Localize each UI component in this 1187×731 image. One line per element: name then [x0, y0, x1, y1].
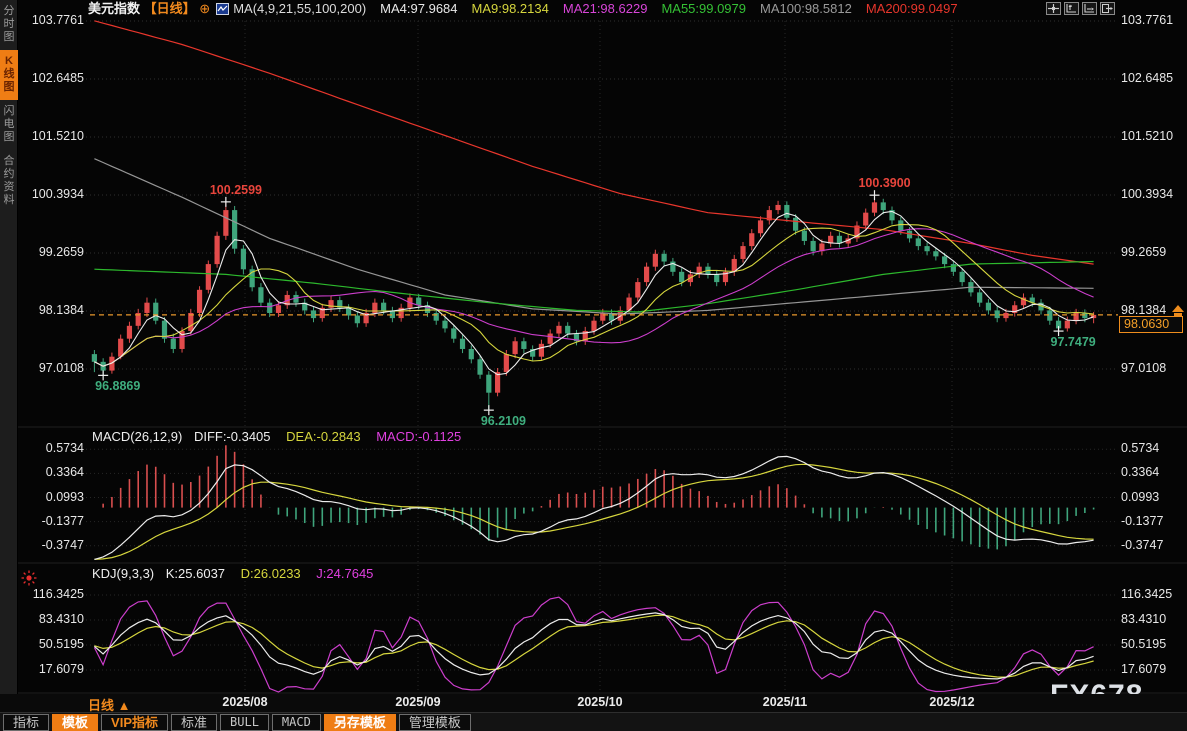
- axis-tick-label: 97.0108: [1121, 360, 1167, 375]
- ma-settings-label[interactable]: MA(4,9,21,55,100,200): [233, 1, 367, 16]
- axis-tick-label: 103.7761: [1121, 13, 1174, 27]
- date-axis-row: 日线 ▲ 2025/08 2025/09 2025/10 2025/11 2025/12: [0, 694, 1187, 713]
- price-extreme-label: 100.3900: [858, 176, 911, 191]
- axis-tick-label: 116.3425: [32, 587, 84, 601]
- axis-tick-label: 50.5195: [38, 637, 84, 651]
- axis-tick-label: 0.3364: [1121, 465, 1160, 480]
- axis-tick-label: 98.1384: [38, 302, 84, 317]
- axis-tick-label: 99.2659: [1121, 244, 1167, 259]
- sidebar-tab-item[interactable]: 分时图: [3, 5, 15, 43]
- fit-vertical-icon[interactable]: [1064, 2, 1079, 15]
- price-extreme-label: 100.2599: [209, 182, 262, 197]
- axis-tick-label: -0.1377: [41, 513, 84, 528]
- toolbar-item[interactable]: 另存模板: [323, 713, 396, 731]
- axis-tick-label: 0.3364: [45, 465, 84, 480]
- axis-tick-label: 99.2659: [38, 244, 84, 259]
- date-tick-label: 2025/09: [395, 695, 441, 709]
- axis-tick-label: -0.1377: [1121, 513, 1164, 528]
- kdj-d-readout: D:26.0233: [240, 566, 301, 581]
- axis-tick-label: 102.6485: [31, 71, 84, 85]
- ma-readout: MA200:99.0497: [865, 1, 958, 16]
- ma-readout: MA4:97.9684: [380, 1, 458, 16]
- toolbar-item[interactable]: MACD: [271, 713, 321, 731]
- fit-horizontal-icon[interactable]: [1082, 2, 1097, 15]
- macd-panel-header: MACD(26,12,9) DIFF:-0.3405 DEA:-0.2843 M…: [92, 429, 461, 444]
- price-extreme-label: 96.8869: [95, 379, 141, 394]
- window-controls: [1046, 2, 1115, 15]
- kdj-j-readout: J:24.7645: [316, 566, 374, 581]
- ma-readout: MA55:99.0979: [661, 1, 747, 16]
- axis-tick-label: -0.3747: [41, 537, 84, 552]
- axis-tick-label: 83.4310: [1121, 612, 1167, 626]
- axis-tick-label: 102.6485: [1121, 71, 1174, 85]
- left-sidebar: 分时图 K线图闪电图合约资料: [0, 0, 18, 694]
- toolbar-item[interactable]: 标准: [171, 713, 218, 731]
- date-tick-label: 2025/11: [762, 695, 808, 709]
- ma-readout: MA9:98.2134: [471, 1, 549, 16]
- axis-tick-label: 0.0993: [1121, 489, 1160, 504]
- current-price-box: 98.0630: [1119, 315, 1183, 333]
- chart-type-icon[interactable]: [216, 3, 230, 19]
- pan-icon[interactable]: [1046, 2, 1061, 15]
- indicator-settings-sun-icon[interactable]: [21, 570, 37, 591]
- period-toggle[interactable]: 日线 ▲: [88, 698, 131, 713]
- ma-readout: MA100:98.5812: [760, 1, 852, 16]
- toolbar-item[interactable]: VIP指标: [101, 713, 168, 731]
- axis-tick-label: 101.5210: [1121, 128, 1174, 143]
- bottom-toolbar: 指标 模板 VIP指标 标准 BULL MACD 另存模板 管理模板: [0, 712, 1187, 731]
- axis-tick-label: 116.3425: [1121, 587, 1173, 601]
- price-extreme-label: 96.2109: [480, 414, 526, 429]
- symbol-title: 美元指数: [88, 1, 141, 16]
- chart-header: 美元指数 【日线】 ⊕ MA(4,9,21,55,100,200) MA4:97.9…: [88, 1, 958, 18]
- macd-macd-readout: MACD:-0.1125: [376, 429, 462, 444]
- axis-tick-label: 100.3934: [31, 186, 84, 201]
- ma-readout: MA21:98.6229: [562, 1, 648, 16]
- toolbar-item[interactable]: 指标: [3, 713, 50, 731]
- axis-tick-label: 50.5195: [1121, 637, 1167, 651]
- date-tick-label: 2025/10: [577, 695, 623, 709]
- axis-tick-label: 100.3934: [1121, 186, 1174, 201]
- ma-readouts: MA4:97.9684 MA9:98.2134 MA21:98.6229 MA55:9…: [366, 1, 957, 16]
- axis-tick-label: -0.3747: [1121, 537, 1164, 552]
- exit-icon[interactable]: [1100, 2, 1115, 15]
- date-tick-label: 2025/08: [222, 695, 268, 709]
- date-tick-label: 2025/12: [929, 695, 975, 709]
- sidebar-tab-item[interactable]: 闪电图: [3, 105, 15, 143]
- axis-tick-label: 103.7761: [31, 13, 84, 27]
- kdj-title[interactable]: KDJ(9,3,3): [92, 566, 155, 581]
- add-indicator-icon[interactable]: ⊕: [199, 1, 211, 16]
- axis-tick-label: 101.5210: [31, 128, 84, 143]
- sidebar-tab-active[interactable]: K线图: [0, 50, 18, 100]
- axis-tick-label: 17.6079: [1121, 662, 1167, 676]
- axis-tick-label: 0.5734: [1121, 441, 1160, 456]
- toolbar-item[interactable]: 管理模板: [398, 713, 471, 731]
- axis-tick-label: 83.4310: [38, 612, 84, 626]
- sidebar-tab-item[interactable]: 合约资料: [3, 155, 15, 206]
- kdj-panel-header: KDJ(9,3,3) K:25.6037 D:26.0233 J:24.7645: [92, 566, 373, 581]
- macd-dea-readout: DEA:-0.2843: [286, 429, 361, 444]
- axis-tick-label: 0.5734: [45, 441, 84, 456]
- toolbar-item[interactable]: 模板: [52, 713, 99, 731]
- axis-tick-label: 0.0993: [45, 489, 84, 504]
- axis-tick-label: 97.0108: [38, 360, 84, 375]
- macd-diff-readout: DIFF:-0.3405: [193, 429, 271, 444]
- kdj-k-readout: K:25.6037: [165, 566, 226, 581]
- price-extreme-label: 97.7479: [1050, 335, 1096, 350]
- axis-tick-label: 98.1384: [1121, 302, 1167, 317]
- toolbar-item[interactable]: BULL: [220, 713, 269, 731]
- axis-tick-label: 17.6079: [38, 662, 84, 676]
- period-tag[interactable]: 【日线】: [143, 1, 196, 16]
- macd-title[interactable]: MACD(26,12,9): [92, 429, 183, 444]
